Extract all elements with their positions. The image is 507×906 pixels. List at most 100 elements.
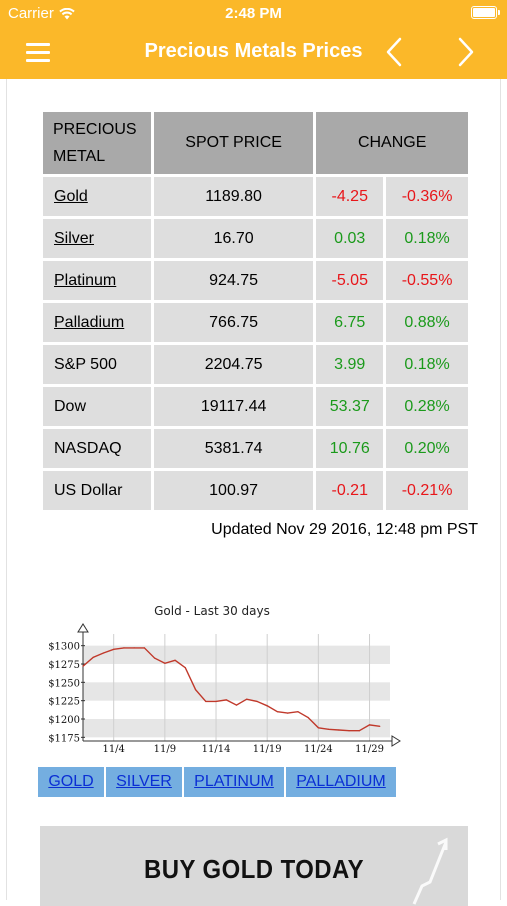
row-label: Dow xyxy=(54,397,87,415)
chart-point xyxy=(317,727,319,729)
chart-x-tick-label: 11/4 xyxy=(102,744,124,755)
spot-price-cell: 100.97 xyxy=(153,471,314,510)
chart-x-tick-label: 11/29 xyxy=(355,744,384,755)
gold-chart: Gold - Last 30 days $1300 $1275 $1250 $1225 $… xyxy=(48,604,401,755)
change-percent-cell: 0.18% xyxy=(386,219,468,258)
status-time: 2:48 PM xyxy=(225,5,282,22)
change-cell: 3.99 xyxy=(316,345,384,384)
chart-point xyxy=(205,700,207,702)
metal-tab-silver[interactable]: SILVER xyxy=(106,767,182,797)
content-area: PRECIOUS METAL SPOT PRICE CHANGE Gold 1189… xyxy=(6,79,501,906)
change-percent-cell: 0.20% xyxy=(386,429,468,468)
table-row: Dow 19117.44 53.37 0.28% xyxy=(43,387,468,426)
change-percent-cell: 0.88% xyxy=(386,303,468,342)
chevron-right-icon[interactable] xyxy=(450,36,480,68)
row-name: NASDAQ xyxy=(43,429,151,468)
chart-y-tick-label: $1250 xyxy=(48,678,80,689)
chart-point xyxy=(368,724,371,726)
row-name: US Dollar xyxy=(43,471,151,510)
chart-point xyxy=(113,648,115,650)
spot-price-cell: 19117.44 xyxy=(153,387,314,426)
chart-x-arrow xyxy=(391,735,401,747)
table-row: US Dollar 100.97 -0.21 -0.21% xyxy=(43,471,468,510)
chart-point xyxy=(174,659,176,661)
table-row: S&P 500 2204.75 3.99 0.18% xyxy=(43,345,468,384)
change-percent-cell: -0.55% xyxy=(386,261,468,300)
nav-bar: Precious Metals Prices xyxy=(0,26,507,79)
change-percent-cell: -0.36% xyxy=(386,177,468,216)
table-row[interactable]: Palladium 766.75 6.75 0.88% xyxy=(43,303,468,342)
change-percent-cell: 0.28% xyxy=(386,387,468,426)
chart-point xyxy=(358,730,360,732)
battery-icon xyxy=(471,6,500,19)
chart-point xyxy=(215,700,217,702)
buy-gold-banner[interactable]: BUY GOLD TODAY xyxy=(40,826,468,906)
change-cell: -4.25 xyxy=(316,177,384,216)
change-cell: -5.05 xyxy=(316,261,384,300)
change-cell: 6.75 xyxy=(316,303,384,342)
spot-price-cell: 16.70 xyxy=(153,219,314,258)
chart-band xyxy=(83,645,390,664)
change-percent-cell: 0.18% xyxy=(386,345,468,384)
change-percent-cell: -0.21% xyxy=(386,471,468,510)
row-name[interactable]: Platinum xyxy=(43,261,151,300)
metal-tab-platinum[interactable]: PLATINUM xyxy=(184,767,284,797)
page-title: Precious Metals Prices xyxy=(144,40,363,62)
chart-band xyxy=(83,719,390,738)
table-row[interactable]: Platinum 924.75 -5.05 -0.55% xyxy=(43,261,468,300)
row-name: Dow xyxy=(43,387,151,426)
chart-y-arrow xyxy=(77,623,89,633)
chart-point xyxy=(143,647,145,649)
growth-arrow-icon xyxy=(412,837,448,905)
chart-point xyxy=(266,705,268,707)
chart-point xyxy=(297,711,299,713)
table-row[interactable]: Gold 1189.80 -4.25 -0.36% xyxy=(43,177,468,216)
chevron-left-icon[interactable] xyxy=(380,36,410,68)
metal-link[interactable]: Platinum xyxy=(54,271,117,289)
row-label: US Dollar xyxy=(54,481,123,499)
change-cell: -0.21 xyxy=(316,471,384,510)
spot-price-cell: 766.75 xyxy=(153,303,314,342)
row-name[interactable]: Silver xyxy=(43,219,151,258)
row-label: NASDAQ xyxy=(54,439,122,457)
table-row: NASDAQ 5381.74 10.76 0.20% xyxy=(43,429,468,468)
change-cell: 10.76 xyxy=(316,429,384,468)
menu-icon[interactable] xyxy=(26,43,50,63)
carrier-label: Carrier xyxy=(8,5,54,22)
chart-point xyxy=(348,730,350,732)
metal-tab-palladium[interactable]: PALLADIUM xyxy=(286,767,396,797)
chart-point xyxy=(328,728,330,730)
metal-link[interactable]: Silver xyxy=(54,229,95,247)
chart-point xyxy=(287,712,289,714)
row-label: S&P 500 xyxy=(54,355,117,373)
carrier-indicator: Carrier xyxy=(8,5,75,22)
row-name[interactable]: Palladium xyxy=(43,303,151,342)
updated-timestamp: Updated Nov 29 2016, 12:48 pm PST xyxy=(211,521,478,538)
row-name[interactable]: Gold xyxy=(43,177,151,216)
chart-x-tick-label: 11/24 xyxy=(304,744,333,755)
chart-point xyxy=(225,699,227,701)
chart-point xyxy=(246,698,248,700)
chart-x-tick-label: 11/14 xyxy=(202,744,231,755)
change-cell: 53.37 xyxy=(316,387,384,426)
table-header-row: PRECIOUS METAL SPOT PRICE CHANGE xyxy=(43,112,468,174)
metal-tab-gold[interactable]: GOLD xyxy=(38,767,104,797)
metal-link[interactable]: Gold xyxy=(54,187,88,205)
chart-point xyxy=(307,716,309,719)
chart-point xyxy=(123,647,125,649)
metal-link[interactable]: Palladium xyxy=(54,313,125,331)
chart-point xyxy=(276,711,279,713)
chart-point xyxy=(154,657,156,659)
spot-price-cell: 2204.75 xyxy=(153,345,314,384)
status-bar: Carrier 2:48 PM xyxy=(0,0,507,26)
chart-title: Gold - Last 30 days xyxy=(154,604,270,618)
header-change: CHANGE xyxy=(316,112,468,174)
chart-point xyxy=(256,700,258,702)
header-precious-metal: PRECIOUS METAL xyxy=(43,112,151,174)
chart-point xyxy=(82,665,84,667)
table-row[interactable]: Silver 16.70 0.03 0.18% xyxy=(43,219,468,258)
chart-point xyxy=(338,729,340,731)
chart-point xyxy=(379,725,381,727)
chart-point xyxy=(92,656,94,658)
metal-tabs: GOLD SILVER PLATINUM PALLADIUM xyxy=(38,767,396,797)
